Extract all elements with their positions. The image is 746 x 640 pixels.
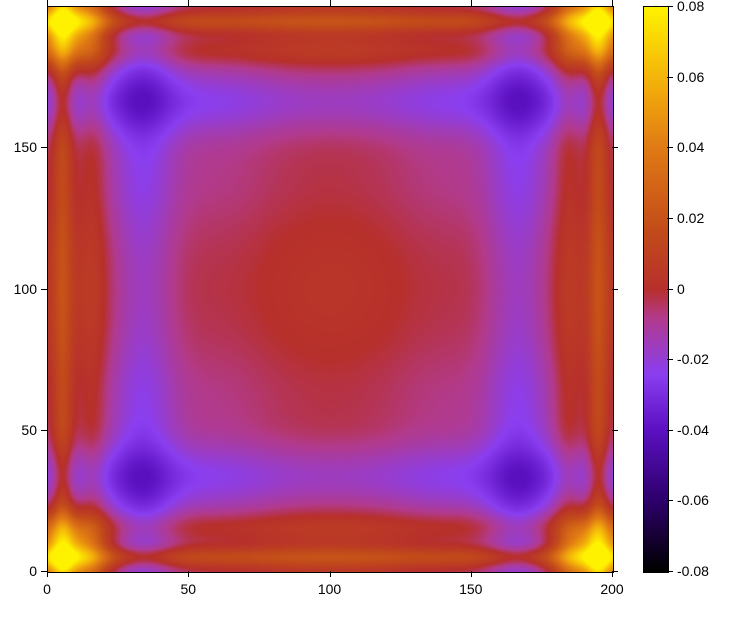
axis-tick [330, 571, 331, 577]
axis-tick [41, 571, 47, 572]
heatmap-canvas [47, 6, 614, 573]
axis-tick [47, 571, 48, 577]
y-tick-label: 150 [14, 139, 37, 155]
x-tick-label: 50 [180, 581, 196, 597]
y-tick-label: 0 [29, 563, 37, 579]
axis-tick [188, 571, 189, 577]
axis-tick [471, 571, 472, 577]
axis-tick [471, 0, 472, 6]
x-tick-label: 200 [600, 581, 623, 597]
axis-tick [667, 571, 673, 572]
colorbar-tick-label: 0 [677, 281, 685, 297]
colorbar-tick-label: -0.06 [677, 492, 709, 508]
colorbar-tick-label: 0.06 [677, 69, 704, 85]
axis-tick [330, 0, 331, 6]
axis-tick [667, 359, 673, 360]
x-tick-label: 150 [459, 581, 482, 597]
axis-tick [612, 0, 613, 6]
colorbar-tick-label: 0.08 [677, 0, 704, 14]
y-tick-label: 100 [14, 281, 37, 297]
x-tick-label: 0 [43, 581, 51, 597]
colorbar-tick-label: -0.02 [677, 351, 709, 367]
x-tick-label: 100 [318, 581, 341, 597]
axis-tick [612, 289, 618, 290]
axis-tick [667, 6, 673, 7]
axis-tick [41, 147, 47, 148]
axis-tick [667, 289, 673, 290]
colorbar-tick-label: -0.08 [677, 563, 709, 579]
axis-tick [667, 77, 673, 78]
axis-tick [667, 147, 673, 148]
axis-tick [667, 218, 673, 219]
axis-tick [612, 147, 618, 148]
axis-tick [47, 0, 48, 6]
heatmap-plot [47, 6, 612, 571]
axis-tick [667, 500, 673, 501]
axis-tick [41, 430, 47, 431]
axis-tick [41, 289, 47, 290]
axis-tick [188, 0, 189, 6]
colorbar [643, 6, 669, 573]
colorbar-tick-label: 0.04 [677, 139, 704, 155]
y-tick-label: 50 [21, 422, 37, 438]
axis-tick [667, 430, 673, 431]
colorbar-tick-label: 0.02 [677, 210, 704, 226]
axis-tick [612, 430, 618, 431]
axis-tick [612, 571, 618, 572]
colorbar-tick-label: -0.04 [677, 422, 709, 438]
